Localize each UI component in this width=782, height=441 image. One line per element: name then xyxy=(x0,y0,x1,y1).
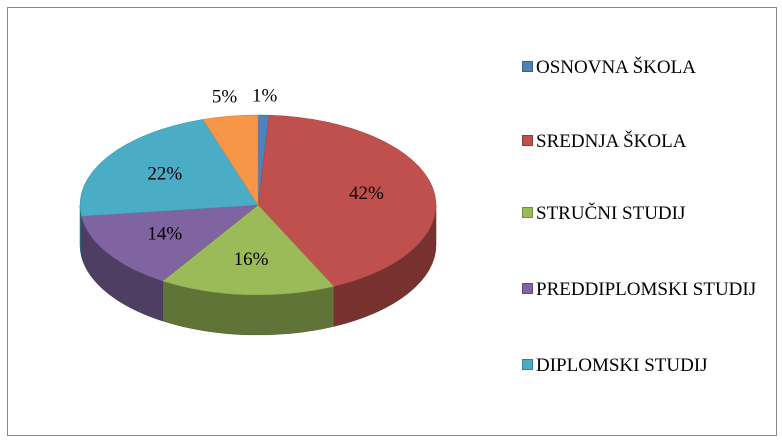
legend-item: SREDNJA ŠKOLA xyxy=(522,130,772,154)
legend-label: DIPLOMSKI STUDIJ xyxy=(536,355,708,376)
legend-swatch xyxy=(522,283,533,294)
data-label: 5% xyxy=(212,87,238,108)
legend-label: PREDDIPLOMSKI STUDIJ xyxy=(536,279,757,300)
slice xyxy=(257,114,437,287)
legend-item: STRUČNI STUDIJ xyxy=(522,202,772,226)
legend-swatch xyxy=(522,135,533,146)
legend-label: OSNOVNA ŠKOLA xyxy=(536,57,696,78)
legend-swatch xyxy=(522,359,533,370)
slice xyxy=(79,119,259,217)
data-label: 14% xyxy=(147,223,182,244)
data-label: 16% xyxy=(234,249,269,270)
legend-swatch xyxy=(522,61,533,72)
data-label: 22% xyxy=(147,163,182,184)
data-label: 1% xyxy=(252,85,278,106)
slice xyxy=(81,204,259,282)
legend-label: STRUČNI STUDIJ xyxy=(536,203,686,224)
data-label: 42% xyxy=(349,183,384,204)
legend-label: SREDNJA ŠKOLA xyxy=(536,131,687,152)
legend-swatch xyxy=(522,207,533,218)
legend-item: PREDDIPLOMSKI STUDIJ xyxy=(522,278,772,302)
legend-item: DIPLOMSKI STUDIJ xyxy=(522,354,772,378)
slice xyxy=(162,204,335,296)
legend-item: OSNOVNA ŠKOLA xyxy=(522,56,772,80)
slice xyxy=(202,114,259,206)
